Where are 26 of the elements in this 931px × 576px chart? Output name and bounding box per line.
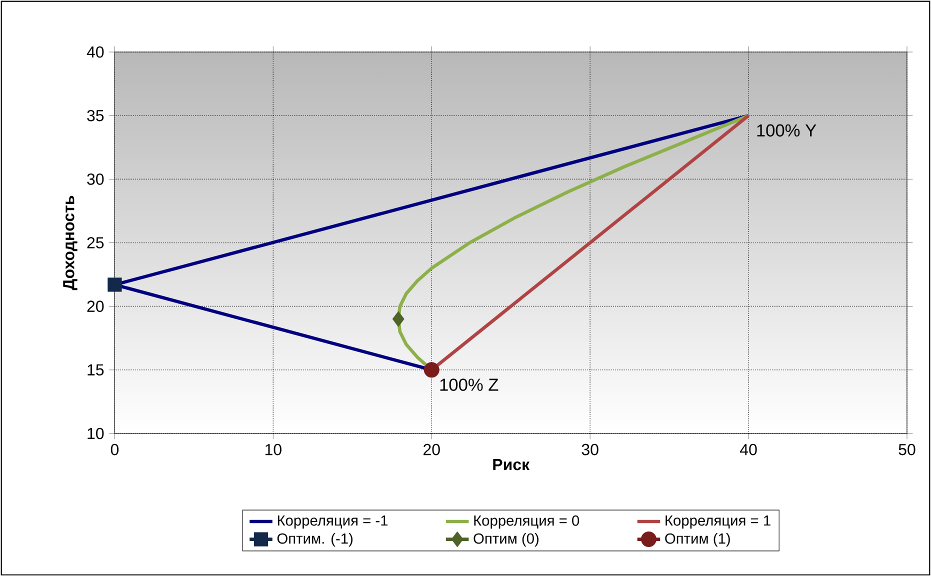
x-tick-label: 30 — [582, 444, 598, 456]
y-tick-label: 20 — [87, 300, 104, 312]
annotation: 100% Z — [440, 378, 498, 391]
x-tick-label: 50 — [898, 444, 916, 456]
point — [392, 311, 404, 327]
legend-label: Оптим. (-1) — [277, 532, 353, 547]
legend-label: Оптим (1) — [665, 532, 730, 547]
x-tick-label: 10 — [265, 444, 282, 456]
annotation: 100% Y — [757, 124, 816, 136]
y-axis-title: Доходность — [63, 196, 78, 290]
y-tick-label: 40 — [86, 46, 104, 58]
x-tick-label: 0 — [110, 444, 119, 456]
x-axis-title: Риск — [493, 458, 530, 470]
x-tick-label: 20 — [424, 444, 440, 456]
x-tick-label: 40 — [740, 444, 757, 456]
y-tick-label: 30 — [87, 173, 104, 185]
y-tick-label: 15 — [88, 364, 104, 376]
y-tick-label: 10 — [88, 428, 104, 440]
y-tick-label: 25 — [87, 237, 104, 248]
legend-label: Корреляция = 0 — [474, 515, 580, 529]
legend-label: Оптим (0) — [474, 532, 538, 547]
point — [424, 362, 440, 378]
legend-label: Корреляция = -1 — [278, 515, 388, 528]
y-tick-label: 35 — [87, 110, 104, 122]
point — [108, 278, 122, 292]
legend-label: Корреляция = 1 — [666, 515, 770, 528]
